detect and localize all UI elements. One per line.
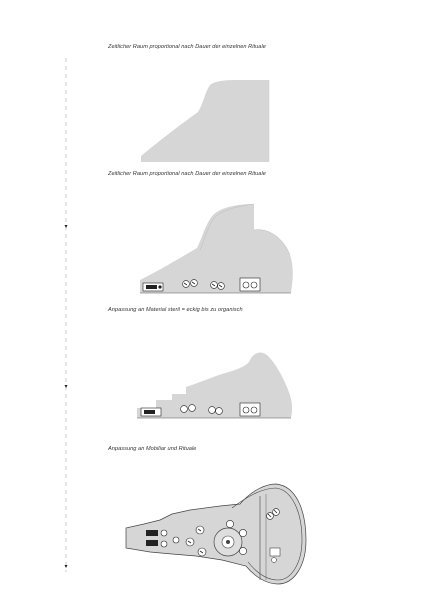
volume-step-1 [141,80,270,162]
seat-cluster-1 [185,525,207,557]
seat-cluster-2 [226,520,247,555]
person-group-1 [182,279,198,288]
apse-seats [266,508,281,563]
ritual-furniture-step-2 [142,277,261,292]
caption-step-2: Zeitlicher Raum proportional nach Dauer … [108,171,266,177]
coffin-symbol [142,282,164,292]
person-group-2 [210,281,225,290]
coffin-cluster [146,529,180,548]
round-table [213,527,243,557]
caption-step-4: Anpassung an Mobiliar und Rituale [108,446,197,452]
volume-step-2 [140,203,293,294]
floor-plan-step-4 [125,483,307,585]
volume-step-3 [137,352,292,419]
timeline [64,58,68,572]
caption-step-1: Zeitlicher Raum proportional nach Dauer … [108,44,266,50]
caption-step-3: Anpassung an Material steril = eckig bis… [108,307,243,313]
ritual-furniture-step-3 [140,402,261,417]
table-symbol [239,277,261,292]
